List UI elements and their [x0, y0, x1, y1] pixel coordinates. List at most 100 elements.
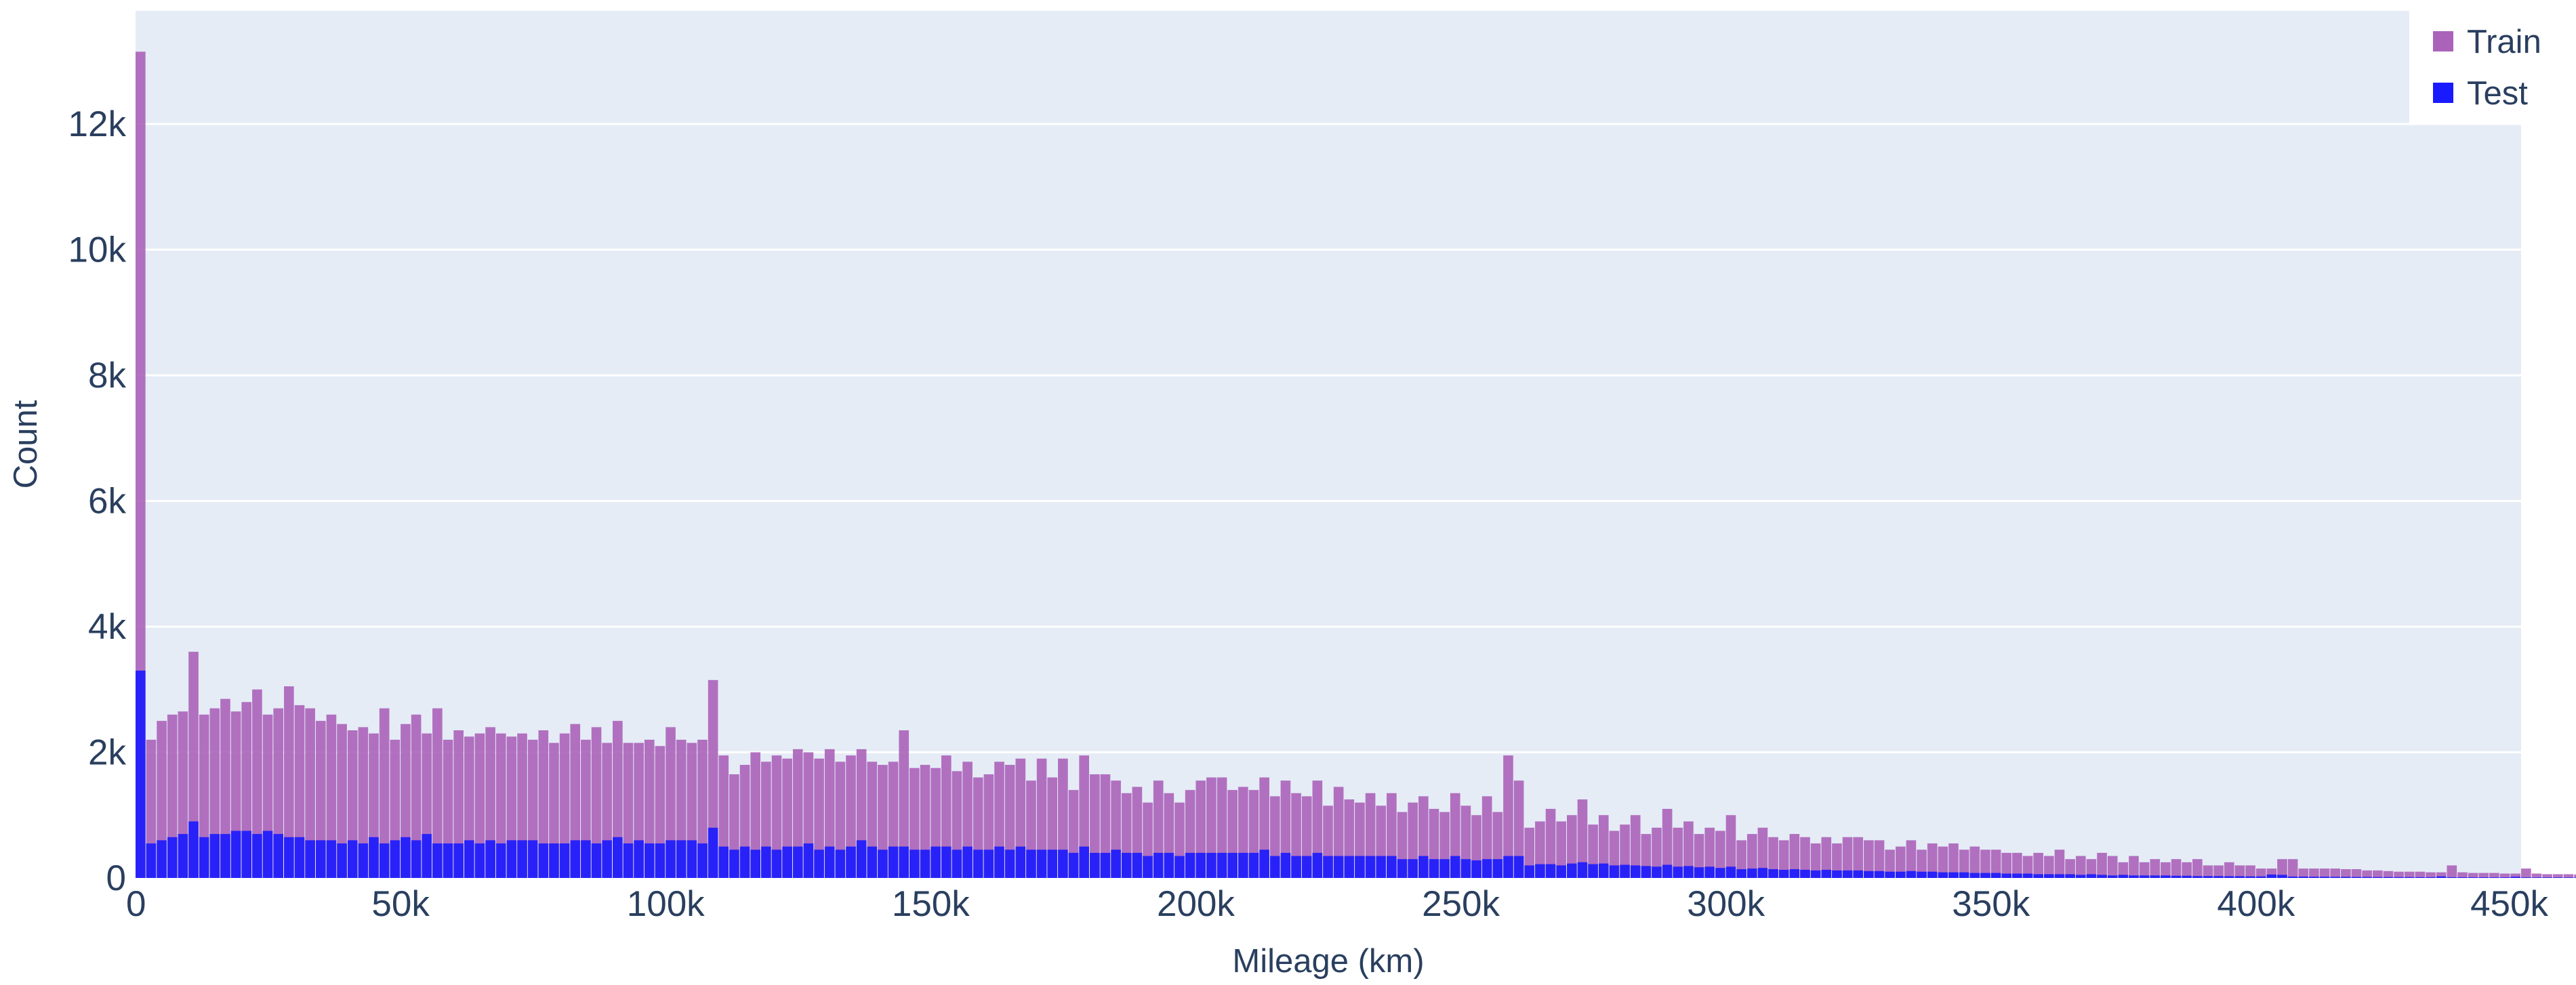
train-bar: [1810, 843, 1821, 878]
train-bar: [835, 761, 846, 878]
test-bar: [994, 846, 1004, 878]
train-bar: [1513, 780, 1524, 878]
test-bar: [2319, 877, 2330, 878]
test-bar: [1047, 850, 1058, 878]
train-bar: [2192, 859, 2203, 878]
test-bar: [2234, 876, 2245, 878]
test-bar: [2266, 874, 2277, 878]
train-bar: [824, 749, 835, 878]
train-bar: [2394, 871, 2404, 878]
y-tick-label: 0: [106, 858, 126, 898]
test-bar: [1079, 846, 1089, 878]
test-bar: [1969, 873, 1980, 878]
train-bar: [1545, 808, 1556, 878]
test-bar: [1598, 863, 1609, 878]
train-bar: [294, 705, 305, 878]
test-bar: [2129, 875, 2139, 878]
train-bar: [1821, 837, 1832, 878]
train-bar: [2426, 872, 2436, 878]
test-bar: [1036, 850, 1047, 878]
train-bar: [146, 739, 157, 878]
test-bar: [1004, 850, 1015, 878]
train-bar: [1789, 834, 1800, 878]
test-bar: [1768, 869, 1778, 878]
test-bar: [2383, 877, 2394, 878]
test-bar: [941, 846, 952, 878]
test-bar: [2574, 877, 2576, 878]
test-bar: [856, 840, 867, 878]
test-bar: [1545, 864, 1556, 878]
train-bar: [1503, 755, 1513, 878]
train-bar: [1715, 831, 1725, 878]
y-axis-title: Count: [7, 400, 44, 488]
train-bar: [2224, 862, 2234, 878]
test-bar: [2552, 877, 2563, 878]
test-bar: [305, 840, 315, 878]
train-bar: [2542, 874, 2552, 878]
train-bar: [1206, 777, 1217, 878]
train-bar: [2118, 862, 2129, 878]
test-bar: [1439, 859, 1450, 878]
test-bar: [750, 850, 761, 878]
test-bar: [2150, 875, 2161, 878]
legend-box: [2409, 11, 2576, 123]
test-bar: [146, 843, 157, 878]
test-bar: [1906, 871, 1917, 878]
train-bar: [411, 714, 422, 878]
test-bar: [1715, 868, 1725, 878]
test-bar: [411, 840, 422, 878]
test-bar: [294, 837, 305, 878]
test-bar: [708, 827, 718, 878]
test-bar: [771, 850, 782, 878]
test-bar: [1938, 872, 1948, 878]
test-bar: [824, 846, 835, 878]
train-bar: [2255, 868, 2266, 878]
train-bar: [2574, 874, 2576, 878]
train-bar: [1694, 834, 1704, 878]
test-bar: [2044, 874, 2054, 878]
train-bar: [2012, 852, 2022, 878]
x-tick-label: 400k: [2217, 884, 2295, 924]
test-bar: [1492, 859, 1503, 878]
train-bar: [1673, 827, 1683, 878]
train-bar: [2531, 873, 2542, 878]
test-bar: [1132, 852, 1143, 878]
test-bar: [1333, 856, 1344, 878]
test-bar: [1652, 866, 1662, 878]
train-bar: [2351, 869, 2362, 878]
test-bar: [623, 843, 634, 878]
train-bar: [2457, 872, 2468, 878]
train-bar: [2521, 868, 2531, 878]
test-bar: [2298, 876, 2309, 878]
test-bar: [899, 846, 909, 878]
x-tick-label: 100k: [627, 884, 705, 924]
test-bar: [782, 846, 792, 878]
test-bar: [1567, 863, 1577, 878]
test-bar: [2213, 876, 2224, 878]
train-bar: [1853, 837, 1864, 878]
train-bar: [697, 739, 708, 878]
test-bar: [1418, 856, 1429, 878]
train-bar: [443, 739, 453, 878]
train-bar: [157, 721, 167, 878]
test-bar: [369, 837, 379, 878]
test-bar: [1620, 864, 1630, 878]
train-bar: [2203, 865, 2213, 878]
test-bar: [1535, 864, 1545, 878]
test-bar: [2192, 876, 2203, 878]
train-bar: [1704, 827, 1715, 878]
test-bar: [2203, 876, 2213, 878]
test-bar: [401, 837, 411, 878]
train-bar: [2001, 852, 2012, 878]
test-bar: [2182, 875, 2192, 878]
train-bar: [1598, 815, 1609, 878]
train-bar: [326, 714, 337, 878]
test-bar: [2531, 877, 2542, 878]
test-bar: [1789, 869, 1800, 878]
train-bar: [1757, 827, 1768, 878]
test-bar: [1015, 846, 1026, 878]
test-bar: [1429, 859, 1439, 878]
test-bar: [2489, 877, 2499, 878]
test-bar: [2351, 877, 2362, 878]
train-bar: [252, 689, 262, 878]
